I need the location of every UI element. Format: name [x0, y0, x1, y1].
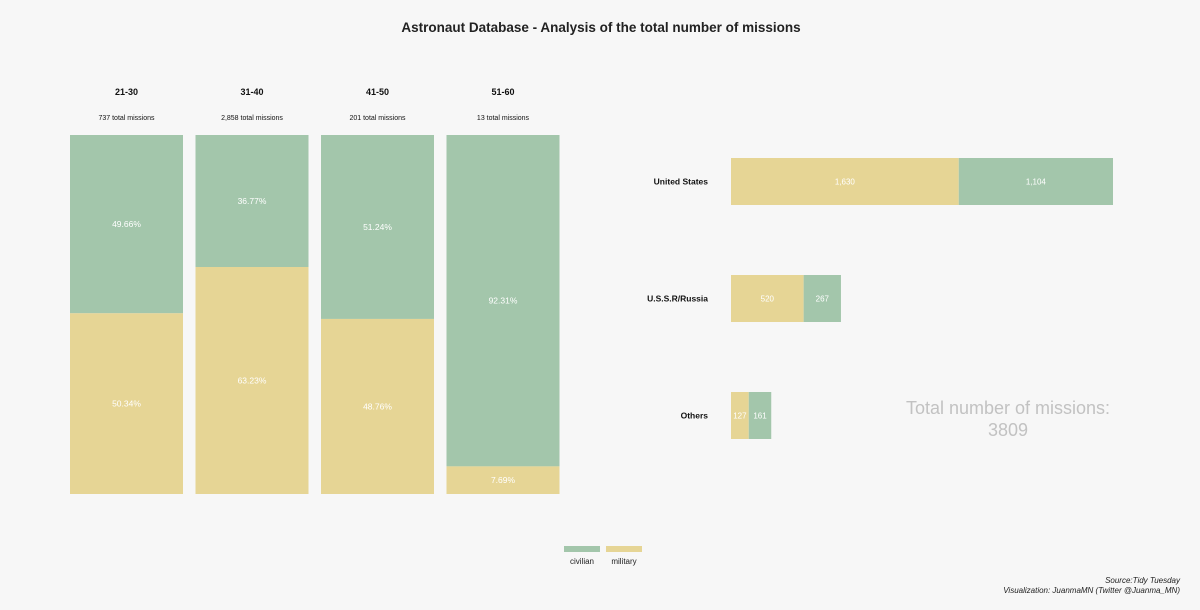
civilian-legend-key — [564, 546, 600, 552]
civilian-value-label: 161 — [753, 412, 767, 421]
country-label: United States — [654, 177, 709, 187]
military-percent-label: 63.23% — [238, 376, 267, 386]
civilian-segment — [70, 135, 183, 314]
civilian-percent-label: 49.66% — [112, 219, 141, 229]
chart-title: Astronaut Database - Analysis of the tot… — [401, 20, 800, 35]
civilian-bar — [748, 392, 772, 439]
age-group-label: 31-40 — [240, 87, 263, 97]
civilian-percent-label: 36.77% — [238, 196, 267, 206]
age-group-subtitle: 2,858 total missions — [221, 115, 283, 122]
military-bar — [731, 158, 959, 205]
civilian-bar — [958, 158, 1113, 205]
military-bar — [731, 275, 804, 322]
visualization-credit: Visualization: JuanmaMN (Twitter @Juanma… — [1003, 586, 1180, 595]
military-percent-label: 7.69% — [491, 475, 516, 485]
military-value-label: 1,630 — [835, 178, 856, 187]
age-group-chart: 21-30 737 total missions 49.66% 50.34% 31-40… — [70, 87, 560, 494]
civilian-percent-label: 51.24% — [363, 222, 392, 232]
military-segment — [321, 318, 434, 494]
military-percent-label: 48.76% — [363, 401, 392, 411]
total-line1: Total number of missions: — [906, 398, 1110, 418]
military-value-label: 127 — [733, 412, 747, 421]
age-group-label: 21-30 — [115, 87, 138, 97]
military-percent-label: 50.34% — [112, 399, 141, 409]
country-label: U.S.S.R/Russia — [647, 294, 708, 304]
civilian-segment — [321, 135, 434, 319]
total-missions-text: Total number of missions: 3809 — [906, 398, 1110, 440]
military-legend-label: military — [611, 557, 636, 566]
age-group-label: 51-60 — [491, 87, 514, 97]
total-line2: 3809 — [988, 420, 1028, 440]
civilian-percent-label: 92.31% — [489, 296, 518, 306]
military-segment — [195, 267, 309, 494]
civilian-legend-label: civilian — [570, 557, 594, 566]
age-group-subtitle: 13 total missions — [477, 115, 530, 122]
age-group-subtitle: 737 total missions — [98, 115, 155, 122]
military-value-label: 520 — [761, 295, 775, 304]
civilian-segment — [446, 135, 560, 467]
legend: civilian military — [564, 546, 642, 566]
military-bar — [731, 392, 749, 439]
civilian-value-label: 267 — [816, 295, 830, 304]
civilian-bar — [803, 275, 841, 322]
military-segment — [446, 466, 560, 494]
civilian-value-label: 1,104 — [1026, 178, 1047, 187]
country-chart: United States 1,630 1,104 U.S.S.R/Russia 520… — [647, 158, 1113, 439]
military-segment — [70, 313, 183, 494]
age-group-subtitle: 201 total missions — [349, 115, 406, 122]
source-credit: Source:Tidy Tuesday — [1105, 576, 1181, 585]
age-group-label: 41-50 — [366, 87, 389, 97]
military-legend-key — [606, 546, 642, 552]
country-label: Others — [681, 411, 709, 421]
civilian-segment — [195, 135, 309, 268]
